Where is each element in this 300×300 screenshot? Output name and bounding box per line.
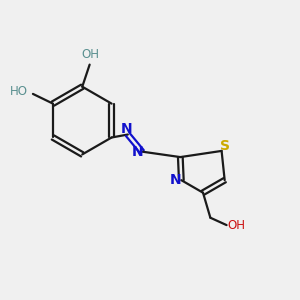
Text: S: S: [220, 139, 230, 153]
Text: HO: HO: [10, 85, 28, 98]
Text: N: N: [121, 122, 133, 136]
Text: OH: OH: [228, 219, 246, 232]
Text: OH: OH: [81, 48, 99, 61]
Text: N: N: [170, 172, 182, 187]
Text: N: N: [131, 145, 143, 159]
